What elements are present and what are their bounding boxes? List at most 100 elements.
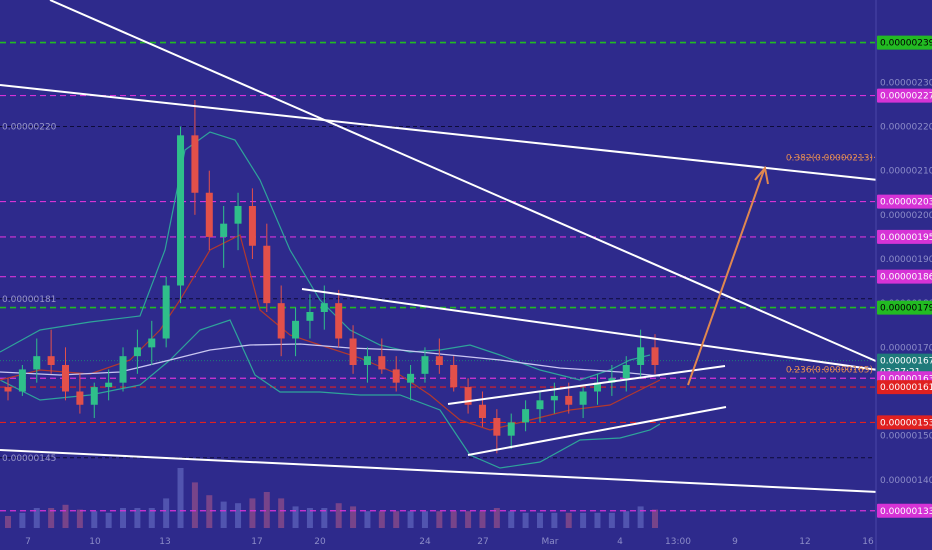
volume-bar	[91, 511, 98, 528]
volume-bar	[177, 468, 184, 528]
horizontal-levels: 0.00000220 0.00000181 0.00000145	[0, 41, 875, 512]
volume-bar	[623, 511, 630, 528]
volume-bar	[335, 503, 342, 528]
candle-body	[335, 303, 343, 339]
volume-bar	[436, 511, 443, 528]
candle-body	[608, 378, 616, 383]
price-tag-label: 0.00000203	[880, 198, 932, 208]
candle-body	[306, 312, 314, 321]
x-tick-label: Mar	[542, 537, 559, 547]
price-tag-label: 0.00000179	[880, 304, 932, 314]
volume-bar	[565, 512, 572, 528]
candle-body	[33, 356, 41, 370]
price-tag-box	[877, 503, 932, 518]
candle-body	[349, 338, 357, 365]
volume-bar	[278, 498, 285, 528]
volume-bar	[522, 512, 529, 528]
candle-body	[622, 365, 630, 379]
volume-bar	[378, 511, 385, 528]
volume-bar	[19, 512, 26, 528]
trendline-mid-descending	[301, 288, 879, 371]
volume-bar	[608, 512, 615, 528]
price-tag-label: 0.00000163	[880, 374, 932, 384]
projection-arrow-line	[687, 169, 765, 386]
x-tick-label: 16	[862, 537, 874, 547]
candle-body	[550, 395, 558, 401]
trendline-lower-descending	[0, 449, 879, 493]
candle-body	[220, 223, 228, 237]
candle-body	[450, 365, 458, 388]
volume-bar	[465, 511, 472, 528]
volume-bar	[163, 498, 170, 528]
volume-bar	[536, 512, 543, 528]
volume-bar	[364, 511, 371, 528]
x-tick-label: 7	[25, 537, 31, 547]
candle-body	[18, 369, 26, 392]
candle-body	[507, 422, 515, 436]
x-tick-label: 20	[314, 537, 326, 547]
candle-body	[363, 356, 371, 365]
volume-bar	[306, 508, 313, 528]
candle-body	[493, 418, 501, 436]
volume-bar	[594, 512, 601, 528]
volume-bar	[33, 508, 40, 528]
candle-body	[4, 387, 12, 392]
x-tick-label: 24	[419, 537, 431, 547]
x-axis-panel	[0, 532, 876, 550]
candle-body	[292, 320, 300, 339]
volume-bar	[105, 512, 112, 528]
x-tick-label: 13	[159, 537, 170, 547]
x-tick-label: 9	[732, 537, 738, 547]
y-tick-label: 0.00000140	[880, 476, 932, 486]
fib-label: 0.236(0.00000165)	[786, 365, 873, 375]
moving-average-slow	[0, 343, 661, 377]
bollinger-lower-band	[0, 319, 661, 469]
price-tag-label: 0.00000153	[880, 418, 932, 428]
y-tick-label: 0.00000200	[880, 211, 932, 221]
candle-body	[205, 192, 213, 237]
volume-bar	[134, 508, 141, 528]
level-label: 0.00000220	[2, 123, 57, 133]
candle-body	[177, 135, 185, 286]
volume-bar	[5, 516, 11, 528]
candle-body	[392, 369, 400, 383]
candle-body	[62, 365, 70, 392]
price-tag-label: 0.00000167	[880, 357, 932, 367]
candle-body	[133, 347, 141, 357]
volume-bar	[493, 508, 500, 528]
volume-bar	[292, 506, 299, 528]
candle-body	[478, 404, 486, 418]
candle-body	[579, 391, 587, 405]
price-tag-label: 0.00000133	[880, 507, 932, 517]
volume-bar	[393, 511, 400, 528]
volume-bar	[637, 506, 644, 528]
x-tick-label: 17	[251, 537, 262, 547]
projection-arrow-head	[754, 165, 769, 185]
x-tick-label: 10	[89, 537, 101, 547]
volume-bar	[249, 498, 256, 528]
price-tag-box	[877, 35, 932, 50]
price-tag-box	[877, 415, 932, 430]
trendline-upper-descending	[0, 84, 879, 181]
volume-bar	[580, 512, 587, 528]
price-tag-box	[877, 229, 932, 244]
price-tag-label: 0.00000239	[880, 39, 932, 49]
x-tick-label: 12	[799, 537, 810, 547]
candle-body	[593, 382, 601, 392]
candle-body	[464, 387, 472, 405]
volume-bar	[62, 504, 69, 528]
candle-body	[320, 303, 328, 312]
y-tick-label: 0.00000230	[880, 78, 932, 88]
volume-bar	[206, 495, 213, 528]
y-tick-label: 0.00000220	[880, 123, 932, 133]
x-axis: 7 10 13 17 20 24 27 Mar 4 13:00 9 12 16	[0, 532, 876, 550]
volume-bar	[652, 509, 658, 528]
price-tag-box	[877, 300, 932, 315]
candle-body	[76, 391, 84, 405]
candle-body	[162, 285, 170, 339]
candle-body	[435, 356, 443, 365]
volume-bar	[48, 508, 55, 528]
